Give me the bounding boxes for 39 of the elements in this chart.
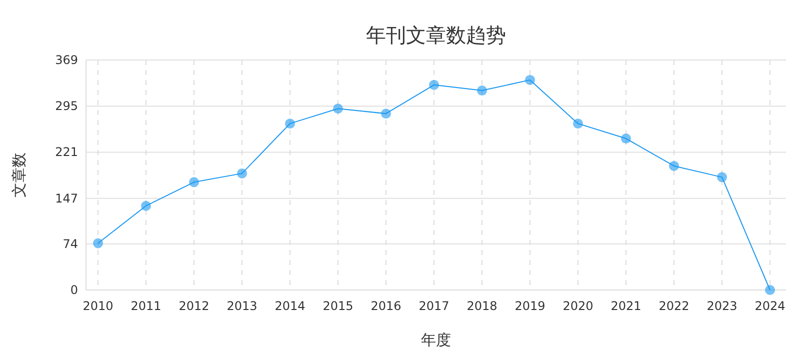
point [765, 285, 775, 295]
chart-title: 年刊文章数趋势 [366, 23, 506, 47]
point [573, 118, 583, 129]
x-tick-label: 2019 [514, 299, 546, 313]
y-tick-label: 295 [55, 99, 78, 114]
x-tick-label: 2014 [274, 299, 306, 313]
x-tick-label: 2011 [130, 299, 162, 313]
point [717, 172, 727, 182]
x-tick-label: 2010 [82, 299, 114, 313]
y-axis-title: 文章数 [10, 152, 28, 198]
point [669, 160, 679, 171]
x-tick-label: 2022 [658, 299, 690, 313]
point [237, 168, 247, 178]
x-tick-label: 2020 [562, 299, 594, 313]
x-tick-label: 2023 [706, 299, 738, 313]
y-tick-label: 147 [55, 191, 78, 206]
point [381, 108, 391, 119]
point [189, 177, 199, 188]
point [477, 86, 487, 96]
point [141, 200, 151, 211]
y-tick-label: 369 [55, 53, 78, 67]
point [93, 238, 103, 248]
x-tick-label: 2018 [466, 299, 498, 313]
x-tick-label: 2017 [418, 299, 450, 313]
x-axis-title: 年度 [421, 331, 451, 349]
x-tick-label: 2013 [226, 299, 258, 313]
y-tick-label: 74 [62, 236, 78, 251]
x-tick-label: 2024 [754, 299, 786, 313]
y-tick-label: 0 [70, 283, 78, 297]
point [285, 118, 295, 129]
x-tick-label: 2012 [178, 299, 210, 313]
x-tick-label: 2021 [610, 299, 642, 313]
y-tick-label: 221 [55, 145, 78, 160]
x-tick-label: 2015 [322, 299, 354, 313]
point [621, 134, 631, 144]
point [429, 80, 439, 90]
point [333, 104, 343, 114]
x-tick-label: 2016 [370, 299, 402, 313]
point [525, 74, 535, 85]
